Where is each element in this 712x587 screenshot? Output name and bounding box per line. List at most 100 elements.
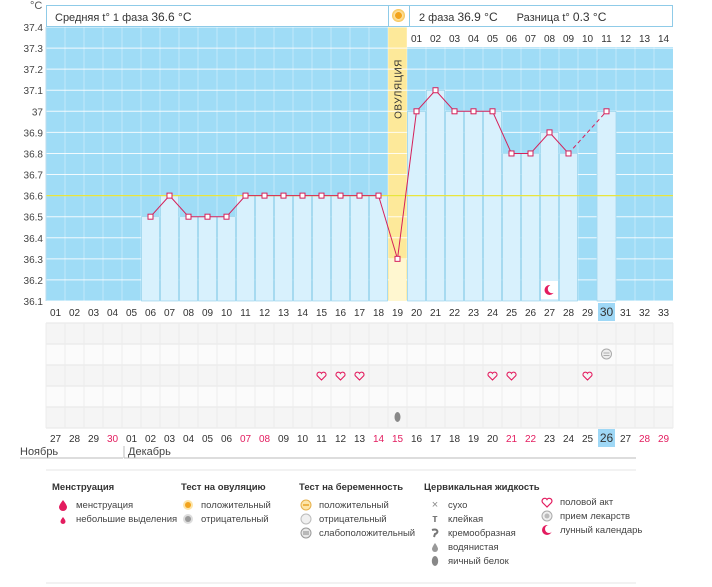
cycle-day-label: 08 <box>183 308 195 319</box>
cycle-day-label: 17 <box>354 308 366 319</box>
y-tick-label: 36.9 <box>24 128 44 139</box>
symptom-cell <box>597 407 616 428</box>
temperature-point <box>356 192 363 199</box>
symptom-cell <box>293 386 312 407</box>
symptom-cell <box>521 386 540 407</box>
symptom-cell <box>426 323 445 344</box>
today-date-cell <box>598 429 615 447</box>
y-tick-label: 36.5 <box>24 213 44 224</box>
phase1-value: 36.6 °C <box>151 10 192 24</box>
symptom-cell <box>198 344 217 365</box>
symptom-cell <box>179 323 198 344</box>
y-tick-label: 37.4 <box>24 23 44 34</box>
phase2-day-label: 09 <box>563 34 575 45</box>
symptom-cell <box>578 323 597 344</box>
egg-white-icon <box>394 412 401 422</box>
symptom-cell <box>540 407 559 428</box>
symptom-cell <box>122 344 141 365</box>
intercourse-heart-icon <box>335 371 346 381</box>
temperature-point <box>185 213 192 220</box>
phase2-value: 36.9 °C <box>457 10 498 24</box>
symptom-cell <box>350 407 369 428</box>
symptom-cell <box>312 344 331 365</box>
temperature-bar <box>369 195 388 302</box>
temperature-point <box>223 213 230 220</box>
symptom-cell <box>198 365 217 386</box>
symptom-cell <box>388 344 407 365</box>
temperature-bar <box>255 195 274 302</box>
symptom-cell <box>502 344 521 365</box>
dry-x-icon: × <box>431 499 439 511</box>
symptom-cell <box>255 344 274 365</box>
cycle-day-label: 27 <box>544 308 556 319</box>
symptom-cell <box>217 386 236 407</box>
symptom-cell <box>217 365 236 386</box>
symptom-cell <box>559 344 578 365</box>
ovulation-label: ОВУЛЯЦИЯ <box>394 59 405 119</box>
temperature-point <box>508 150 515 157</box>
symptom-cell <box>445 407 464 428</box>
temperature-line-segment <box>226 195 246 218</box>
cycle-day-label: 31 <box>620 308 632 319</box>
phase2-day-label: 05 <box>487 34 499 45</box>
y-tick-label: 37.2 <box>24 65 44 76</box>
symptom-cell <box>502 365 521 386</box>
symptom-cell <box>388 323 407 344</box>
symptom-cell <box>578 386 597 407</box>
cycle-day-label: 20 <box>411 308 423 319</box>
symptom-cell <box>445 386 464 407</box>
symptom-cell <box>350 323 369 344</box>
cycle-day-label: 13 <box>278 308 290 319</box>
date-label: 06 <box>221 434 233 445</box>
symptom-cell <box>578 407 597 428</box>
symptom-cell <box>312 386 331 407</box>
symptom-cell <box>217 407 236 428</box>
y-tick-label: 36.4 <box>24 234 44 245</box>
temperature-line-segment <box>549 132 569 154</box>
symptom-cell <box>255 323 274 344</box>
legend-medicine: прием лекарств <box>560 510 631 522</box>
symptom-cell <box>179 344 198 365</box>
symptom-cell <box>540 386 559 407</box>
symptom-cell <box>331 344 350 365</box>
symptom-cell <box>426 344 445 365</box>
symptom-cell <box>407 365 426 386</box>
symptom-cell <box>521 365 540 386</box>
ovulation-bar <box>389 258 406 301</box>
ovulation-negative-icon <box>181 513 195 525</box>
symptom-cell <box>293 323 312 344</box>
symptom-cell <box>274 344 293 365</box>
legend-creamy: кремообразная <box>448 527 516 539</box>
symptom-cell <box>141 365 160 386</box>
symptom-cell <box>616 323 635 344</box>
temperature-line-segment <box>150 195 170 218</box>
intercourse-heart-icon <box>354 371 365 381</box>
temperature-point <box>337 192 344 199</box>
symptom-cell <box>540 365 559 386</box>
date-label: 13 <box>354 434 366 445</box>
cycle-day-label: 09 <box>202 308 214 319</box>
symptom-cell <box>46 344 65 365</box>
symptom-cell <box>559 386 578 407</box>
symptom-cell <box>84 386 103 407</box>
date-label: 04 <box>183 434 195 445</box>
intercourse-heart-icon <box>316 371 327 381</box>
symptom-cell <box>445 365 464 386</box>
symptom-cell <box>141 386 160 407</box>
symptom-cell <box>407 386 426 407</box>
watery-drop-icon <box>428 541 442 553</box>
cycle-day-label: 18 <box>373 308 385 319</box>
symptom-cell <box>103 386 122 407</box>
temperature-point <box>527 150 534 157</box>
today-bar <box>596 111 617 302</box>
temperature-point <box>166 192 173 199</box>
symptom-cell <box>540 344 559 365</box>
date-label: 23 <box>544 434 556 445</box>
symptom-cell <box>255 365 274 386</box>
symptom-cell <box>369 323 388 344</box>
symptom-cell <box>46 323 65 344</box>
symptom-cell <box>502 386 521 407</box>
symptom-cell <box>369 365 388 386</box>
symptom-cell <box>103 407 122 428</box>
cycle-day-label: 16 <box>335 308 347 319</box>
